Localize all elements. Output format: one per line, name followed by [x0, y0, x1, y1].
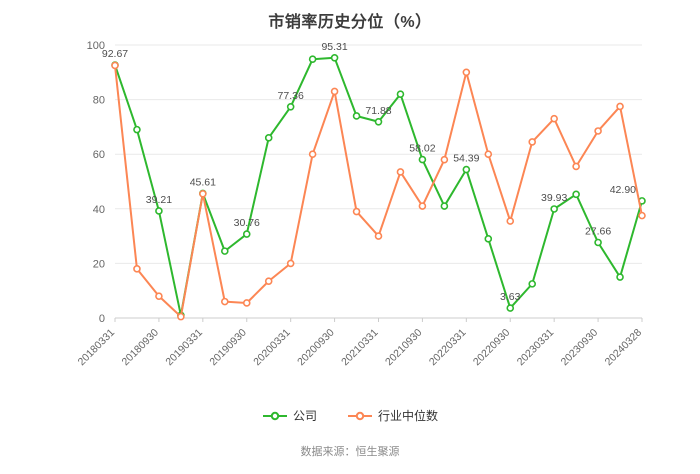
legend-label-industry-median: 行业中位数: [378, 409, 439, 423]
y-axis-tick-label: 60: [93, 149, 105, 161]
data-point-label: 71.88: [365, 105, 391, 117]
data-point-marker[interactable]: [352, 112, 361, 120]
x-axis-tick-label: 20190331: [163, 327, 205, 369]
data-point-marker[interactable]: [242, 299, 251, 307]
data-point-marker[interactable]: [550, 114, 558, 123]
data-point-marker[interactable]: [462, 165, 471, 174]
x-axis-tick-label: 20200331: [251, 327, 293, 369]
data-point-marker[interactable]: [133, 265, 141, 273]
data-point-marker[interactable]: [550, 205, 558, 213]
data-point-marker[interactable]: [484, 235, 493, 243]
x-axis-tick-label: 20180331: [76, 327, 118, 369]
data-point-marker[interactable]: [220, 297, 229, 306]
data-point-marker[interactable]: [638, 211, 646, 220]
data-point-marker[interactable]: [177, 312, 185, 321]
data-point-label: 54.39: [453, 153, 479, 165]
data-point-marker[interactable]: [572, 190, 580, 199]
data-point-marker[interactable]: [155, 292, 163, 300]
x-axis-tick-label: 20210331: [339, 327, 381, 369]
data-point-marker[interactable]: [264, 134, 273, 142]
data-point-marker[interactable]: [374, 232, 383, 240]
data-point-marker[interactable]: [330, 87, 339, 96]
data-point-label: 3.63: [500, 291, 521, 303]
data-point-marker[interactable]: [133, 125, 141, 134]
data-source-text: 数据来源：恒生聚源: [300, 446, 400, 458]
x-axis-tick-label: 20210930: [383, 327, 425, 369]
data-point-marker[interactable]: [220, 247, 229, 255]
line-chart[interactable]: 0 20 40 60 80 100 20180331 20180930 20190331 2019…: [0, 0, 700, 400]
x-axis-tick-label: 20180930: [120, 327, 162, 369]
legend-label-company: 公司: [292, 409, 317, 423]
data-point-label: 30.76: [234, 217, 260, 229]
data-point-label: 39.21: [146, 194, 172, 206]
x-axis-tick-label: 20190930: [207, 327, 249, 369]
legend: 公司 行业中位数: [0, 407, 700, 424]
legend-item-industry-median[interactable]: 行业中位数: [347, 407, 438, 424]
data-point-marker[interactable]: [528, 280, 537, 288]
data-point-marker[interactable]: [374, 117, 383, 126]
x-axis-tick-label: 20230930: [559, 327, 601, 369]
data-point-marker[interactable]: [440, 202, 449, 210]
data-point-label: 45.61: [190, 176, 216, 188]
x-axis-tick-label: 20220930: [471, 327, 513, 369]
y-axis-tick-label: 100: [87, 40, 105, 52]
data-point-marker[interactable]: [616, 102, 624, 111]
x-axis-tick-label: 20220331: [427, 327, 469, 369]
data-point-marker[interactable]: [264, 277, 273, 285]
data-point-marker[interactable]: [308, 150, 317, 158]
data-point-marker[interactable]: [111, 61, 119, 70]
data-point-marker[interactable]: [506, 217, 515, 225]
data-point-marker[interactable]: [484, 150, 493, 158]
data-point-marker[interactable]: [440, 155, 449, 164]
data-point-marker[interactable]: [396, 168, 405, 176]
data-point-marker[interactable]: [594, 127, 602, 135]
y-axis-tick-label: 80: [93, 95, 105, 107]
data-point-marker[interactable]: [418, 202, 427, 210]
data-point-marker[interactable]: [308, 55, 317, 63]
data-point-marker[interactable]: [330, 54, 339, 62]
data-point-label: 95.31: [321, 41, 347, 53]
x-axis-tick-label: 20230331: [515, 327, 557, 369]
data-point-label: 42.90: [610, 184, 636, 196]
data-point-label: 39.93: [541, 192, 567, 204]
data-point-marker[interactable]: [396, 90, 405, 98]
data-point-marker[interactable]: [199, 189, 207, 198]
data-point-marker[interactable]: [155, 207, 163, 215]
data-point-marker[interactable]: [242, 230, 251, 238]
data-point-label: 77.36: [278, 90, 304, 102]
y-axis-tick-label: 40: [93, 204, 105, 216]
data-point-marker[interactable]: [572, 162, 580, 171]
data-point-marker[interactable]: [616, 273, 624, 281]
data-point-marker[interactable]: [418, 155, 427, 164]
data-point-marker[interactable]: [286, 259, 295, 268]
y-axis-tick-label: 0: [99, 313, 105, 325]
page-title: 市销率历史分位（%）: [268, 14, 432, 31]
y-axis-tick-label: 20: [93, 258, 105, 270]
legend-item-company[interactable]: 公司: [262, 407, 317, 424]
legend-marker-industry-icon: [348, 411, 372, 420]
data-point-marker[interactable]: [462, 68, 471, 77]
data-point-label: 27.66: [585, 225, 611, 237]
data-point-marker[interactable]: [528, 138, 537, 146]
data-point-marker[interactable]: [286, 103, 295, 111]
legend-marker-company-icon: [262, 411, 287, 420]
data-point-label: 58.02: [409, 143, 435, 155]
data-point-label: 92.67: [102, 48, 128, 60]
data-point-marker[interactable]: [352, 207, 361, 216]
x-axis-tick-label: 20200930: [295, 327, 337, 369]
data-point-marker[interactable]: [506, 304, 515, 312]
x-axis-tick-label: 20240328: [603, 327, 645, 369]
data-point-marker[interactable]: [594, 238, 602, 247]
